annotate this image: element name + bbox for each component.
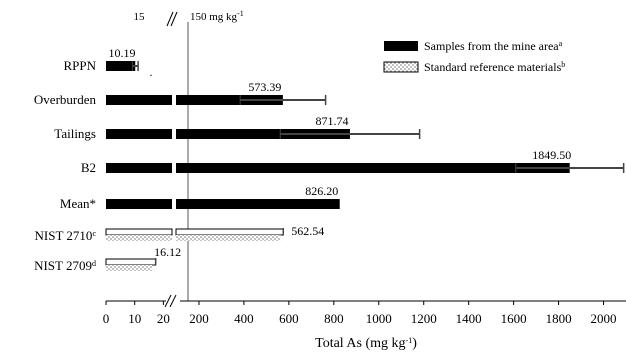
bar-reference-material: [106, 265, 153, 271]
legend-swatch-mine: [384, 41, 418, 51]
data-label: 562.54: [291, 224, 324, 238]
category-label: B2: [81, 160, 96, 175]
x-tick-label: 0: [103, 311, 110, 326]
category-label: Mean*: [60, 196, 96, 211]
bar-mine-area: [106, 95, 172, 105]
x-tick-label: 800: [324, 311, 344, 326]
x-tick-label: 10: [128, 311, 141, 326]
legend-label-mine: Samples from the mine areaa: [424, 39, 563, 54]
legend-swatch-reference: [383, 61, 419, 73]
data-label: 871.74: [315, 114, 348, 128]
bar-mine-area: [106, 163, 172, 173]
bar-reference-outline: [105, 228, 173, 236]
note-mark: .: [150, 65, 153, 79]
data-label: 573.39: [248, 80, 281, 94]
data-label: 10.19: [109, 46, 136, 60]
bar-mine-area: [176, 129, 350, 139]
x-tick-label: 200: [189, 311, 209, 326]
break-label-right: 150 mg kg-1: [190, 9, 244, 24]
data-label: 826.20: [305, 184, 338, 198]
bar-mine-area: [176, 95, 283, 105]
bar-mine-area: [176, 163, 570, 173]
bar-mine-area: [106, 129, 172, 139]
axis-break-mark-top: [166, 11, 174, 27]
axis-break-mark-bottom: [169, 294, 177, 308]
category-label: Tailings: [54, 126, 96, 141]
x-tick-label: 1200: [411, 311, 437, 326]
x-axis-title: Total As (mg kg-1): [315, 336, 417, 352]
data-label: 16.12: [154, 245, 181, 259]
axis-break-mark-top: [170, 11, 178, 27]
data-label: 1849.50: [532, 148, 571, 162]
x-tick-label: 1400: [456, 311, 482, 326]
legend-label-reference: Standard reference materialsb: [424, 60, 565, 75]
break-label-left: 15: [134, 11, 146, 23]
x-tick-label: 2000: [591, 311, 617, 326]
bar-mine-area: [106, 61, 136, 71]
x-tick-label: 20: [157, 311, 170, 326]
category-label: NIST 2709d: [34, 258, 96, 273]
category-label: NIST 2710c: [35, 228, 97, 243]
bar-mine-area: [106, 199, 172, 209]
axis-break-mark-bottom: [164, 294, 172, 308]
category-label: RPPN: [63, 58, 96, 73]
x-tick-label: 1800: [546, 311, 572, 326]
x-tick-label: 1000: [366, 311, 392, 326]
category-label: Overburden: [34, 92, 97, 107]
bar-reference-material: [176, 235, 281, 241]
bar-mine-area: [176, 199, 340, 209]
bar-reference-outline: [175, 228, 284, 236]
bar-reference-material: [106, 235, 172, 241]
x-tick-label: 1600: [501, 311, 527, 326]
x-tick-label: 600: [279, 311, 299, 326]
x-tick-label: 400: [234, 311, 254, 326]
bar-reference-outline: [105, 258, 157, 266]
